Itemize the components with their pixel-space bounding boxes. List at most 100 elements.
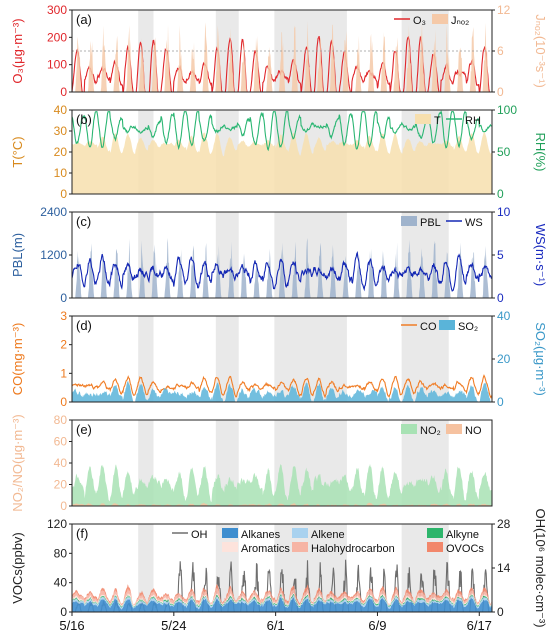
y-tick-label: 1200 (40, 248, 67, 262)
y-tick-label: 0 (60, 605, 67, 619)
legend-swatch (439, 320, 455, 330)
series-so₂ (72, 381, 492, 402)
panel-b: 0 10 20 30 40 0 50 100 T(°C) RH(%) (b) RH T (10, 103, 548, 201)
legend-swatch (401, 216, 417, 226)
panel-label: (d) (76, 318, 92, 333)
series-no₂ (72, 463, 492, 506)
legend-label: NO (465, 425, 482, 437)
y-right-tick-label: 0 (497, 291, 504, 305)
legend-label: Alkene (311, 529, 345, 541)
legend-label: O₃ (413, 15, 426, 27)
y-tick-label: 60 (54, 435, 68, 449)
y-tick-label: 0 (60, 395, 67, 409)
y-right-tick-label: 0 (497, 85, 504, 99)
shaded-period (138, 524, 154, 612)
legend-label: Alkyne (446, 529, 479, 541)
y-right-tick-label: 0 (497, 395, 504, 409)
y-right-tick-label: 0 (497, 605, 504, 619)
legend-label: Jₙₒ₂ (451, 15, 469, 27)
y-tick-label: 0 (60, 499, 67, 513)
y-right-axis-label: OH(10⁶ molec·cm⁻³) (533, 508, 548, 627)
y-tick-label: 80 (54, 546, 68, 560)
legend-label: T (434, 115, 441, 127)
legend-swatch (427, 528, 443, 538)
y-right-tick-label: 100 (497, 103, 517, 117)
legend-label: NO₂ (420, 425, 441, 437)
y-right-axis-label: SO₂(μg·m⁻³) (533, 322, 548, 396)
legend-swatch (222, 528, 238, 538)
x-tick-label: 6/9 (368, 618, 386, 633)
legend-swatch (427, 542, 443, 552)
x-tick-label: 6/1 (267, 618, 285, 633)
shaded-period (215, 316, 239, 402)
y-right-tick-label: 10 (497, 205, 511, 219)
series-alkene (72, 595, 492, 610)
y-axis-label: VOCs(ppbv) (10, 532, 25, 604)
panel-label: (e) (76, 422, 92, 437)
y-axis-label: CO(mg·m⁻³) (10, 323, 25, 396)
legend-label: WS (465, 217, 483, 229)
y-axis-label: T(°C) (10, 136, 25, 167)
y-tick-label: 30 (54, 124, 68, 138)
y-right-axis-label: RH(%) (533, 133, 548, 172)
x-tick-label: 6/17 (467, 618, 492, 633)
legend-swatch (432, 14, 448, 24)
series-co (71, 374, 493, 399)
y-tick-label: 2 (60, 338, 67, 352)
y-tick-label: 40 (54, 456, 68, 470)
panel-label: (b) (76, 112, 92, 127)
legend-label: Aromatics (241, 543, 290, 555)
y-tick-label: 120 (47, 517, 67, 531)
series-ovocs (72, 584, 492, 605)
y-tick-label: 2400 (40, 205, 67, 219)
panel-label: (a) (76, 12, 92, 27)
y-tick-label: 40 (54, 103, 68, 117)
y-right-tick-label: 20 (497, 352, 511, 366)
y-tick-label: 0 (60, 85, 67, 99)
panel-label: (f) (76, 526, 88, 541)
y-right-tick-label: 0 (497, 187, 504, 201)
series-alkyne (72, 594, 492, 608)
y-tick-label: 3 (60, 309, 67, 323)
legend-swatch (292, 542, 308, 552)
series-halohydrocarbon (72, 587, 492, 606)
y-right-tick-label: 6 (497, 44, 504, 58)
y-tick-label: 200 (47, 30, 67, 44)
series-no (72, 502, 492, 506)
y-right-tick-label: 12 (497, 3, 511, 17)
legend-label: RH (465, 115, 481, 127)
panel-c: 0 1200 2400 0 5 10 PBL(m) WS(m·s⁻¹) (c) WS PBL (10, 205, 548, 305)
panel-d: 0 1 2 3 0 20 40 CO(mg·m⁻³) SO₂(μg·m⁻³) (d) SO₂ CO (10, 309, 548, 409)
panel-label: (c) (76, 214, 91, 229)
legend-swatch (415, 114, 431, 124)
y-tick-label: 1 (60, 366, 67, 380)
series-jₙₒ₂ (72, 21, 492, 93)
panel-a: 0 100 200 300 0 6 12 O₃(μg·m⁻³) Jₙₒ₂(10⁻³s⁻¹) (a)… (10, 3, 548, 99)
y-right-tick-label: 5 (497, 248, 504, 262)
y-tick-label: 0 (60, 187, 67, 201)
legend-swatch (401, 424, 417, 434)
y-right-tick-label: 14 (497, 561, 511, 575)
legend-label: Alkanes (241, 529, 281, 541)
y-right-axis-label: WS(m·s⁻¹) (533, 224, 548, 286)
y-right-tick-label: 28 (497, 517, 511, 531)
legend-swatch (222, 542, 238, 552)
panel-f: 0 40 80 120 0 14 28 VOCs(ppbv) OH(10⁶ molec·cm⁻³… (10, 508, 548, 627)
legend-label: OVOCs (446, 543, 484, 555)
y-tick-label: 0 (60, 291, 67, 305)
y-right-tick-label: 50 (497, 145, 511, 159)
series-t (72, 131, 492, 194)
legend-label: CO (420, 321, 437, 333)
y-tick-label: 80 (54, 413, 68, 427)
legend-label: PBL (420, 217, 441, 229)
y-right-tick-label: 40 (497, 309, 511, 323)
series-ws (71, 251, 493, 292)
y-axis-label: O₃(μg·m⁻³) (10, 18, 25, 83)
y-tick-label: 40 (54, 576, 68, 590)
legend-swatch (292, 528, 308, 538)
series-aromatics (72, 592, 492, 607)
y-tick-label: 300 (47, 3, 67, 17)
y-axis-label: NO₂/NO(μg·m⁻³) (10, 414, 25, 511)
x-tick-label: 5/16 (59, 618, 84, 633)
